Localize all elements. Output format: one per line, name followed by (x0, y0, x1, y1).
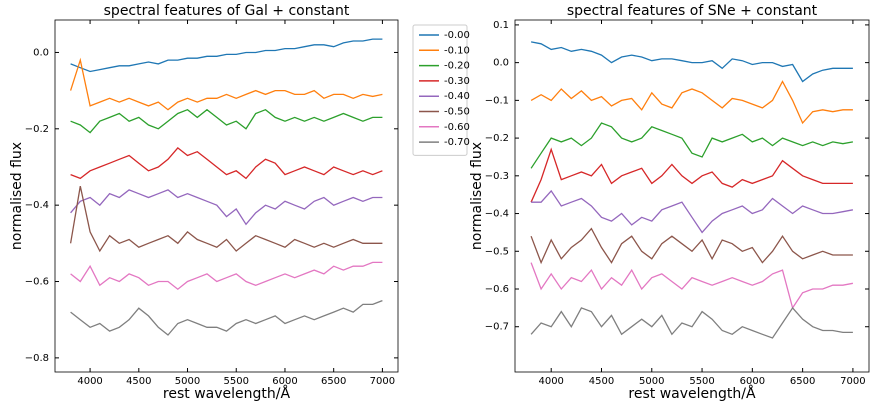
spectrum-line (70, 108, 383, 134)
spectrum-line (70, 189, 383, 226)
chart-title: spectral features of Gal + constant (104, 3, 350, 19)
spectrum-line (531, 189, 854, 234)
x-tick-label: 5500 (224, 376, 249, 387)
x-axis-label: rest wavelength/Å (163, 385, 291, 402)
spectrum-line (530, 122, 854, 169)
spectrum-line (69, 185, 383, 253)
spectrum-line (70, 299, 383, 336)
plot-frame (514, 19, 870, 373)
x-tick-label: 4500 (126, 376, 151, 387)
plot-frame (54, 19, 399, 373)
legend-label: -0.40 (444, 91, 470, 102)
y-tick-label: −0.1 (485, 95, 509, 106)
legend-label: -0.70 (444, 137, 470, 148)
legend-label: -0.10 (444, 45, 470, 56)
spectrum-line (530, 80, 853, 125)
spectrum-line (69, 57, 383, 111)
spectrum-line (530, 306, 853, 339)
y-tick-label: −0.2 (25, 124, 49, 135)
y-tick-label: 0.0 (33, 47, 49, 58)
spectrum-line (530, 227, 853, 265)
y-tick-label: 0.1 (493, 20, 509, 31)
x-tick-label: 7000 (840, 376, 865, 387)
legend-frame (412, 24, 468, 156)
legend-label: -0.20 (444, 61, 470, 72)
x-tick-label: 5000 (639, 376, 664, 387)
x-axis-label: rest wavelength/Å (628, 385, 756, 402)
legend-label: -0.30 (444, 76, 470, 87)
axes: spectral features of SNe + constant rest … (469, 3, 870, 402)
spectrum-line (530, 147, 853, 203)
y-tick-label: −0.8 (25, 353, 49, 364)
x-tick-label: 5000 (175, 376, 200, 387)
x-tick-label: 6000 (740, 376, 765, 387)
x-tick-label: 6500 (790, 376, 815, 387)
y-tick-label: −0.7 (485, 322, 509, 333)
y-tick-label: −0.6 (25, 277, 49, 288)
x-tick-label: 4000 (538, 376, 563, 387)
y-tick-label: −0.5 (485, 246, 509, 257)
y-axis-label: normalised flux (9, 142, 25, 250)
x-tick-label: 4500 (589, 376, 614, 387)
x-tick-label: 6500 (321, 376, 346, 387)
spectrum-line (70, 261, 383, 291)
y-tick-label: −0.4 (485, 209, 509, 220)
y-tick-label: −0.2 (485, 133, 509, 144)
chart-title: spectral features of SNe + constant (567, 3, 818, 19)
axes: spectral features of Gal + constant rest … (9, 3, 470, 402)
y-tick-label: 0.0 (493, 58, 509, 69)
y-tick-label: −0.4 (25, 200, 49, 211)
x-tick-label: 5500 (689, 376, 714, 387)
x-tick-label: 6000 (272, 376, 297, 387)
y-axis-label: normalised flux (469, 142, 485, 250)
legend: -0.00 -0.10 -0.20 -0.30 -0.40 -0.50 -0.60 -0.70 (412, 24, 470, 156)
y-tick-label: −0.3 (485, 171, 509, 182)
legend-label: -0.50 (444, 107, 470, 118)
spectrum-line (70, 147, 383, 180)
spectrum-line (530, 41, 853, 83)
x-tick-label: 4000 (77, 376, 102, 387)
spectrum-line (70, 38, 383, 73)
x-tick-label: 7000 (370, 376, 395, 387)
spectrum-line (530, 262, 854, 310)
legend-label: -0.00 (444, 30, 470, 41)
y-tick-label: −0.6 (485, 284, 509, 295)
legend-label: -0.60 (444, 122, 470, 133)
